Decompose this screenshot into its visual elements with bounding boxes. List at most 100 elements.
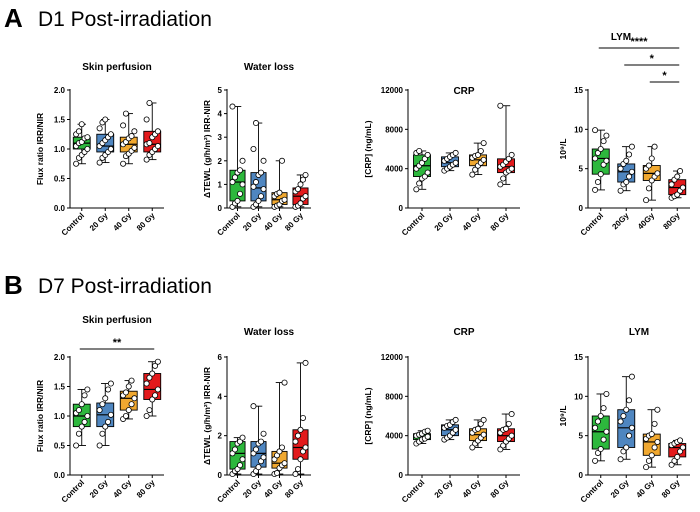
data-point <box>617 456 624 463</box>
data-point <box>255 464 262 471</box>
data-point <box>302 444 309 451</box>
data-point <box>78 121 85 128</box>
data-point <box>594 449 601 456</box>
data-point <box>677 448 684 455</box>
data-point <box>508 165 515 172</box>
data-point <box>508 151 515 158</box>
data-point <box>597 145 604 152</box>
data-point <box>474 425 481 432</box>
y-tick-label: 10 <box>574 392 583 401</box>
y-tick-label: 1.5 <box>54 116 66 125</box>
x-tick-label: 40Gy <box>636 211 657 232</box>
data-point <box>592 457 599 464</box>
data-point <box>594 179 601 186</box>
data-point <box>273 470 280 477</box>
chart-a1: Skin perfusion 0.0 0.5 1.0 1.5 2.0 Flux ratio … <box>35 62 164 238</box>
y-tick-label: 5 <box>579 432 584 441</box>
data-point <box>418 159 425 166</box>
data-point <box>120 160 127 167</box>
y-axis-label: [CRP] (ng/mL) <box>363 387 373 444</box>
data-point <box>250 145 257 152</box>
x-tick-label: 40 Gy <box>262 478 284 500</box>
data-point <box>154 143 161 150</box>
data-point <box>260 157 267 164</box>
panel-heading-b: D7 Post-irradiation <box>38 275 212 298</box>
significance-label: * <box>650 53 655 65</box>
data-point <box>497 181 504 188</box>
y-tick-label: 2.0 <box>54 353 66 362</box>
data-point <box>292 438 299 445</box>
data-point <box>626 432 633 439</box>
data-point <box>154 386 161 393</box>
data-point <box>654 170 661 177</box>
data-point <box>281 379 288 386</box>
y-tick-label: 0 <box>399 471 404 480</box>
data-point <box>679 444 686 451</box>
data-point <box>146 140 153 147</box>
data-point <box>107 145 114 152</box>
y-axis-label: Flux ratio IRR/NIR <box>35 380 45 452</box>
y-axis-label: 10⁹/L <box>558 405 568 426</box>
x-tick-label: 80 Gy <box>283 211 305 233</box>
y-tick-label: 2 <box>218 432 223 441</box>
data-point <box>281 196 288 203</box>
data-point <box>668 181 675 188</box>
data-point <box>78 401 85 408</box>
data-point <box>128 401 135 408</box>
data-point <box>648 177 655 184</box>
data-point <box>413 186 420 193</box>
data-point <box>623 444 630 451</box>
y-tick-label: 1.0 <box>54 412 66 421</box>
data-point <box>102 116 109 123</box>
data-point <box>152 362 159 369</box>
data-point <box>120 122 127 129</box>
y-tick-label: 6 <box>218 353 223 362</box>
data-point <box>75 407 82 414</box>
x-tick-label: Control <box>60 478 86 504</box>
data-point <box>674 173 681 180</box>
data-point <box>643 197 650 204</box>
data-point <box>648 431 655 438</box>
data-point <box>628 373 635 380</box>
y-tick-label: 0 <box>579 204 584 213</box>
data-point <box>152 392 159 399</box>
data-point <box>648 452 655 459</box>
data-point <box>239 157 246 164</box>
data-point <box>508 432 515 439</box>
data-point <box>149 396 156 403</box>
data-point <box>297 456 304 463</box>
chart-a2: Water loss 0 1 2 3 4 5 ΔTEWL (g/h/m²) IRR-NIR Co… <box>202 62 311 238</box>
data-point <box>81 392 88 399</box>
data-point <box>592 155 599 162</box>
data-point <box>260 430 267 437</box>
y-tick-label: 5 <box>218 86 223 95</box>
data-point <box>107 131 114 138</box>
data-point <box>597 446 604 453</box>
chart-title: LYM <box>629 327 649 338</box>
y-tick-label: 8000 <box>385 125 403 134</box>
x-tick-label: 20 Gy <box>88 211 110 233</box>
data-point <box>73 442 80 449</box>
x-tick-label: 40 Gy <box>461 478 483 500</box>
data-point <box>424 427 431 434</box>
data-point <box>628 143 635 150</box>
y-tick-label: 10 <box>574 125 583 134</box>
data-point <box>279 157 286 164</box>
data-point <box>143 380 150 387</box>
data-point <box>603 428 610 435</box>
data-point <box>480 431 487 438</box>
data-point <box>497 446 504 453</box>
x-tick-label: 20 Gy <box>241 478 263 500</box>
significance-label: **** <box>630 36 648 48</box>
data-point <box>302 171 309 178</box>
data-point <box>592 186 599 193</box>
data-point <box>617 187 624 194</box>
data-point <box>294 186 301 193</box>
data-point <box>472 166 479 173</box>
x-tick-label: 40 Gy <box>262 211 284 233</box>
data-point <box>500 175 507 182</box>
chart-title: CRP <box>453 86 474 97</box>
data-point <box>297 426 304 433</box>
data-point <box>75 430 82 437</box>
data-point <box>84 134 91 141</box>
